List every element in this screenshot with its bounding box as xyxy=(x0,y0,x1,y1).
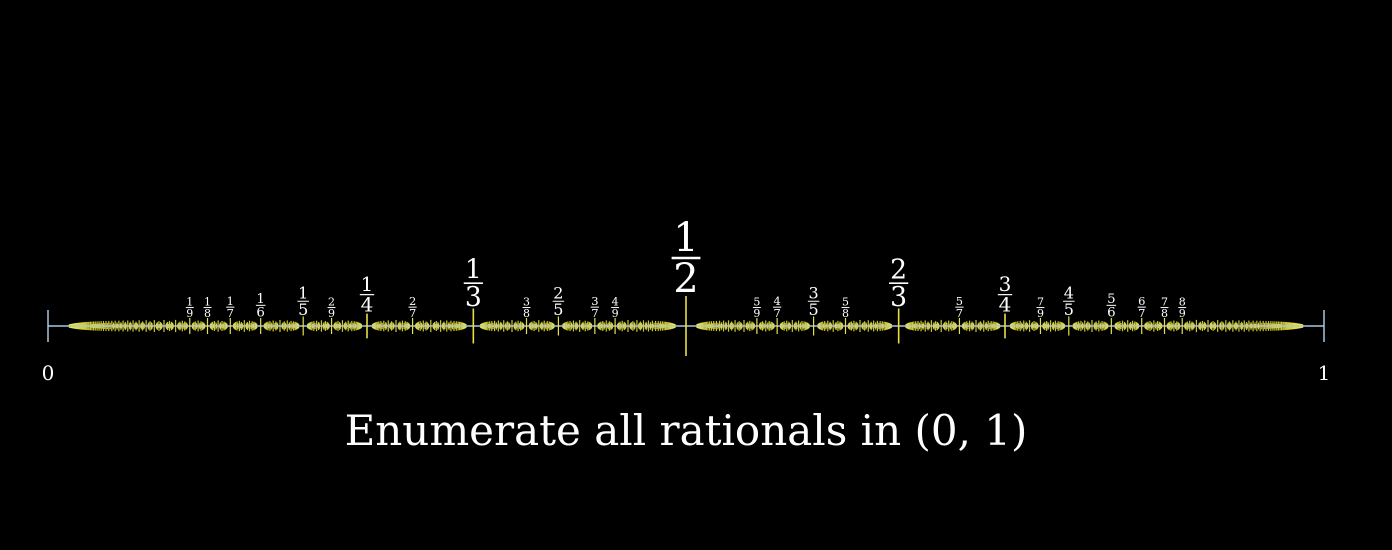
fraction-label-2-3: 23 xyxy=(889,254,908,312)
fraction-numerator: 1 xyxy=(465,254,482,285)
fraction-denominator: 9 xyxy=(753,307,760,320)
fraction-denominator: 8 xyxy=(204,307,211,320)
fraction-label-2-9: 29 xyxy=(328,296,336,320)
start-label-zero: 0 xyxy=(42,361,55,385)
fraction-denominator: 5 xyxy=(809,300,819,319)
fraction-denominator: 7 xyxy=(409,306,416,320)
fraction-label-7-9: 79 xyxy=(1036,296,1044,320)
fraction-label-1-2: 12 xyxy=(672,215,701,302)
fraction-label-1-3: 13 xyxy=(464,254,483,312)
fraction-denominator: 5 xyxy=(553,300,563,319)
fraction-denominator: 2 xyxy=(673,256,698,302)
fraction-label-7-8: 78 xyxy=(1161,296,1169,320)
fraction-denominator: 5 xyxy=(298,300,308,319)
fraction-numerator: 2 xyxy=(890,254,907,285)
fraction-denominator: 9 xyxy=(1037,307,1044,320)
fraction-label-8-9: 89 xyxy=(1178,296,1186,320)
fraction-label-1-9: 19 xyxy=(186,296,194,320)
fraction-denominator: 8 xyxy=(523,307,530,320)
fraction-label-2-7: 27 xyxy=(408,294,416,320)
fraction-denominator: 8 xyxy=(1161,307,1168,320)
fraction-label-5-7: 57 xyxy=(955,294,963,320)
fraction-denominator: 8 xyxy=(842,307,849,320)
fraction-denominator: 3 xyxy=(890,282,907,313)
fraction-label-1-5: 15 xyxy=(297,283,309,318)
fraction-label-5-8: 58 xyxy=(842,296,850,320)
fraction-label-2-5: 25 xyxy=(553,283,565,318)
fraction-numerator: 1 xyxy=(673,215,698,261)
fraction-denominator: 9 xyxy=(1179,307,1186,320)
fraction-label-5-6: 56 xyxy=(1107,292,1117,321)
fraction-label-3-4: 34 xyxy=(998,272,1012,317)
fraction-label-6-7: 67 xyxy=(1138,294,1146,320)
fraction-denominator: 6 xyxy=(256,306,264,321)
fraction-denominator: 4 xyxy=(999,293,1012,317)
fraction-label-4-7: 47 xyxy=(773,294,781,320)
fraction-denominator: 9 xyxy=(612,307,619,320)
fraction-label-1-6: 16 xyxy=(256,292,266,321)
fraction-denominator: 9 xyxy=(328,307,335,320)
fraction-label-4-5: 45 xyxy=(1063,283,1075,318)
fraction-label-5-9: 59 xyxy=(753,296,761,320)
fraction-label-4-9: 49 xyxy=(611,296,619,320)
fraction-label-3-8: 38 xyxy=(523,296,531,320)
fraction-denominator: 7 xyxy=(774,306,781,320)
fraction-denominator: 7 xyxy=(591,306,598,320)
fraction-denominator: 4 xyxy=(361,293,374,317)
fraction-denominator: 7 xyxy=(227,306,234,320)
fraction-denominator: 5 xyxy=(1064,300,1074,319)
fraction-denominator: 6 xyxy=(1107,306,1115,321)
fraction-label-1-4: 14 xyxy=(360,272,374,317)
end-label-one: 1 xyxy=(1318,361,1331,385)
caption: Enumerate all rationals in (0, 1) xyxy=(345,406,1028,455)
fraction-denominator: 7 xyxy=(956,306,963,320)
fraction-denominator: 3 xyxy=(465,282,482,313)
fraction-label-3-7: 37 xyxy=(591,294,599,320)
fraction-denominator: 7 xyxy=(1138,306,1145,320)
fraction-label-1-7: 17 xyxy=(226,294,234,320)
fraction-label-1-8: 18 xyxy=(204,296,212,320)
fraction-label-3-5: 35 xyxy=(808,283,820,318)
fraction-denominator: 9 xyxy=(186,307,193,320)
